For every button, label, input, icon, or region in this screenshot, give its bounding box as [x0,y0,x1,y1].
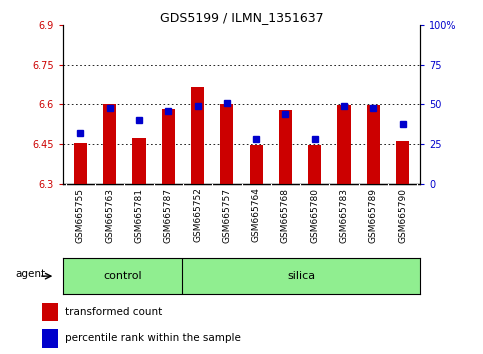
Text: silica: silica [287,271,315,281]
Text: GSM665787: GSM665787 [164,188,173,242]
Text: agent: agent [15,269,46,279]
Text: GSM665780: GSM665780 [310,188,319,242]
Text: GSM665781: GSM665781 [134,188,143,242]
Bar [43,303,58,321]
Text: GSM665763: GSM665763 [105,188,114,242]
Bar [396,141,409,184]
Text: GSM665752: GSM665752 [193,188,202,242]
Bar [220,104,233,184]
Bar [74,143,87,184]
Text: GSM665789: GSM665789 [369,188,378,242]
Text: GSM665764: GSM665764 [252,188,261,242]
Bar [132,138,145,184]
Title: GDS5199 / ILMN_1351637: GDS5199 / ILMN_1351637 [160,11,323,24]
Text: GSM665768: GSM665768 [281,188,290,242]
Text: GSM665755: GSM665755 [76,188,85,242]
Bar [338,105,351,184]
Bar [308,145,321,184]
Text: percentile rank within the sample: percentile rank within the sample [65,333,241,343]
Text: GSM665783: GSM665783 [340,188,349,242]
Bar [367,105,380,184]
Text: control: control [103,271,142,281]
Text: transformed count: transformed count [65,307,163,317]
Bar [191,87,204,184]
Bar [279,110,292,184]
Bar [162,109,175,184]
Bar [103,104,116,184]
Bar [250,144,263,184]
Text: GSM665757: GSM665757 [222,188,231,242]
Bar [43,329,58,348]
Text: GSM665790: GSM665790 [398,188,407,242]
